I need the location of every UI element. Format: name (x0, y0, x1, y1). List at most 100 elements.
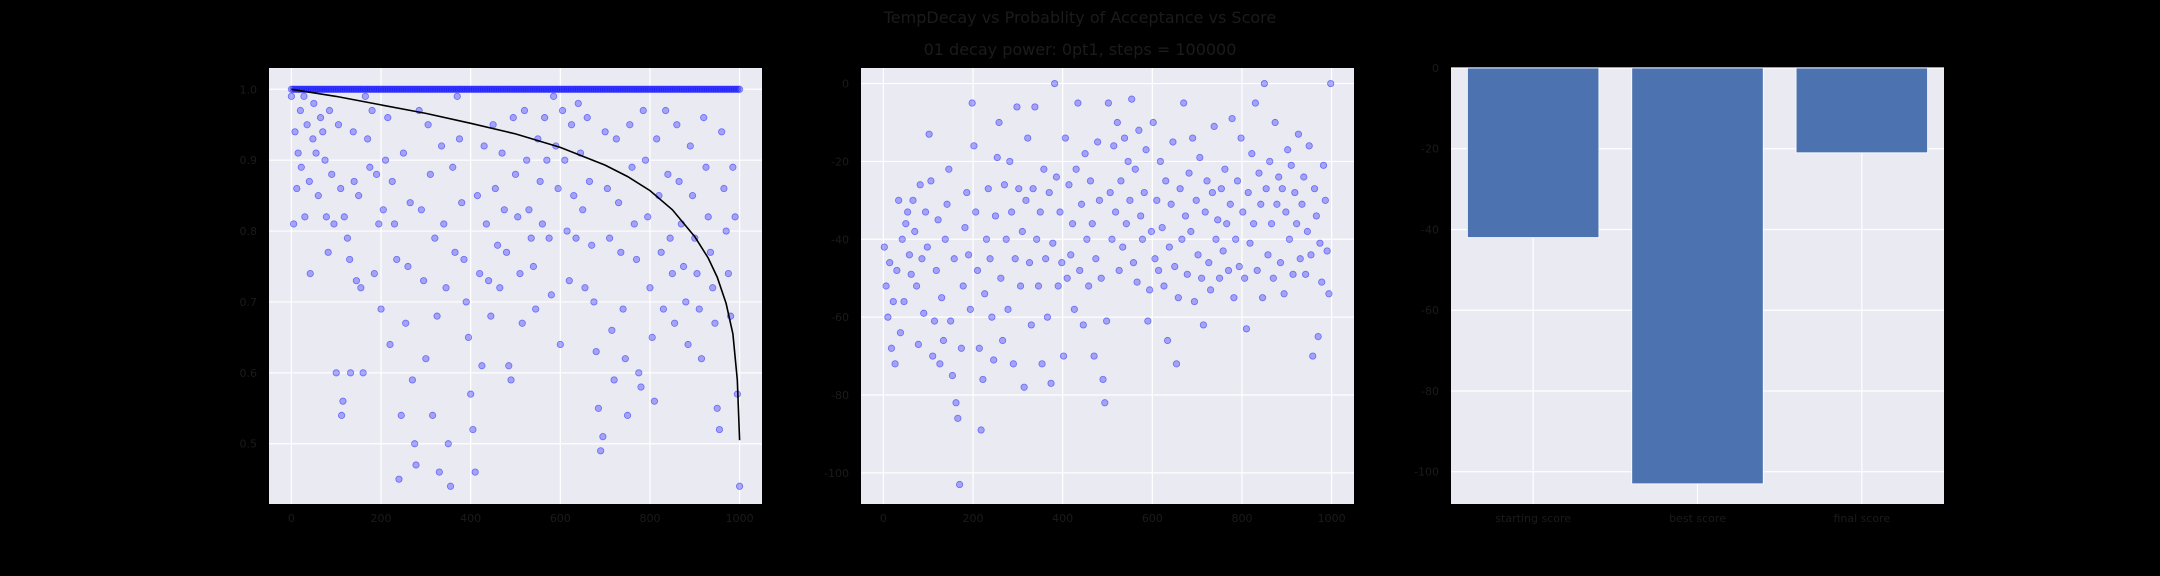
data-point (1246, 239, 1254, 247)
data-point (542, 85, 550, 93)
data-point (1230, 294, 1238, 302)
data-point (1258, 294, 1267, 302)
data-point (420, 85, 428, 93)
data-point (431, 85, 439, 93)
data-point (485, 85, 493, 93)
data-point (614, 85, 622, 93)
data-point (1316, 239, 1324, 247)
data-point (668, 269, 676, 278)
data-point (1215, 274, 1224, 282)
data-point (554, 85, 563, 93)
data-point (1088, 220, 1096, 228)
data-point (339, 85, 347, 93)
data-point (359, 85, 367, 93)
data-point (1278, 185, 1286, 193)
data-point (1040, 165, 1048, 173)
data-point (1120, 134, 1129, 142)
data-point (483, 85, 491, 93)
data-point (712, 85, 720, 93)
data-point (695, 305, 703, 313)
data-point (587, 85, 595, 93)
data-point (416, 85, 425, 93)
data-point (431, 234, 439, 242)
data-point (357, 284, 365, 292)
data-point (909, 196, 917, 204)
bar (1631, 67, 1764, 485)
data-point (594, 85, 602, 93)
data-point (605, 85, 613, 93)
data-point (497, 85, 505, 93)
data-point (1138, 235, 1147, 243)
data-point (361, 85, 369, 93)
data-point (963, 188, 971, 197)
data-point (664, 85, 672, 93)
data-point (544, 85, 552, 93)
data-point (492, 85, 500, 93)
data-point (325, 106, 334, 115)
data-point (510, 85, 518, 93)
data-point (1178, 235, 1186, 243)
data-point (641, 156, 650, 164)
data-point (1042, 255, 1050, 263)
data-point (541, 114, 549, 122)
data-point (704, 213, 712, 221)
data-point (428, 411, 437, 419)
data-point (895, 196, 903, 204)
data-point (608, 326, 616, 334)
data-point (1237, 134, 1245, 142)
data-point (1325, 290, 1333, 298)
axes-background (861, 68, 1354, 504)
data-point (395, 85, 403, 93)
data-point (425, 85, 434, 93)
data-point (558, 85, 566, 93)
data-point (1137, 212, 1145, 220)
data-point (902, 220, 910, 228)
data-point (451, 248, 459, 256)
y-tick-label: -80 (1421, 385, 1439, 398)
data-point (330, 85, 339, 93)
data-point (1235, 262, 1243, 271)
data-point (1033, 235, 1041, 243)
data-point (703, 85, 711, 93)
data-point (970, 142, 978, 150)
data-point (585, 85, 593, 93)
data-point (1131, 165, 1139, 173)
data-point (671, 319, 679, 327)
data-point (429, 85, 437, 93)
y-tick-label: 0 (1432, 62, 1439, 75)
data-point (509, 114, 517, 122)
data-point (932, 266, 940, 275)
data-point (1224, 266, 1233, 275)
decay-curve (291, 88, 741, 441)
data-point (938, 294, 946, 302)
data-point (621, 355, 629, 363)
data-point (481, 85, 489, 93)
data-point (720, 184, 728, 193)
data-point (1181, 212, 1190, 220)
y-tick-label: -40 (831, 233, 849, 246)
data-point (1162, 177, 1170, 185)
data-point (601, 85, 609, 93)
x-tick-label: 400 (460, 512, 481, 525)
data-point (657, 85, 665, 93)
data-point (493, 241, 502, 249)
x-tick-label: 600 (1142, 512, 1163, 525)
data-point (467, 390, 475, 398)
data-point (947, 317, 955, 325)
data-point (929, 352, 937, 360)
data-point (687, 85, 695, 93)
data-point (907, 270, 915, 278)
data-point (1147, 227, 1156, 236)
data-point (972, 208, 980, 216)
score-scatter-plot: 0 200 400 600 800 1000 -100 -80 -60 -40 -20 0 (824, 68, 1354, 525)
data-point (675, 177, 683, 186)
data-point (588, 241, 596, 249)
data-point (485, 277, 493, 285)
data-point (490, 85, 498, 93)
data-point (893, 266, 901, 275)
data-point (427, 85, 435, 93)
data-point (517, 85, 525, 93)
data-point (697, 355, 706, 363)
data-point (709, 85, 717, 93)
data-point (1250, 220, 1258, 228)
